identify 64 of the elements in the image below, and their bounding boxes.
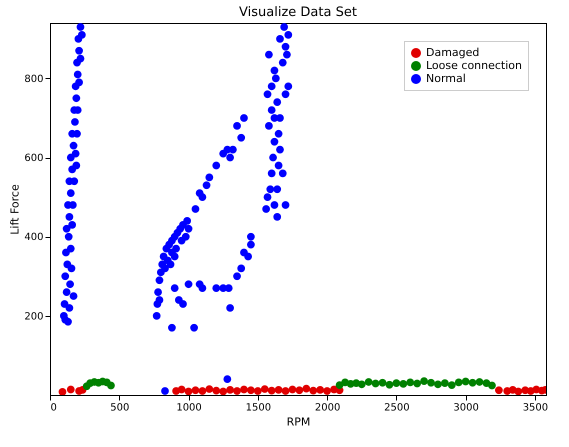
- point: [420, 377, 428, 386]
- y-tick-label: 800: [24, 74, 44, 85]
- point: [178, 386, 186, 394]
- point: [219, 388, 228, 395]
- x-axis-title: RPM: [286, 416, 310, 428]
- point: [427, 378, 435, 387]
- point: [462, 378, 470, 386]
- point: [309, 386, 318, 395]
- point: [386, 380, 394, 389]
- x-tick-label: 3500: [522, 402, 548, 414]
- y-tick-label: 400: [24, 232, 44, 244]
- point: [476, 378, 484, 386]
- point: [233, 387, 241, 395]
- point: [66, 386, 75, 394]
- point: [254, 387, 262, 395]
- x-tick-label: 1000: [176, 402, 202, 414]
- point: [495, 386, 503, 394]
- point: [184, 388, 192, 395]
- point: [399, 380, 408, 388]
- legend-label: Loose connection: [426, 59, 522, 72]
- point: [323, 387, 331, 395]
- point: [468, 378, 476, 387]
- legend-label: Damaged: [426, 46, 480, 59]
- point: [282, 387, 290, 395]
- y-tick-label: 200: [24, 311, 44, 322]
- point: [488, 382, 496, 390]
- point: [364, 378, 373, 386]
- point: [274, 386, 282, 394]
- point: [226, 386, 234, 394]
- point: [212, 386, 220, 395]
- x-tick-label: 1500: [246, 402, 272, 414]
- point: [358, 380, 366, 388]
- point: [58, 388, 66, 395]
- point: [247, 386, 255, 394]
- point: [205, 385, 214, 393]
- y-axis-title: Lift Force: [8, 184, 22, 235]
- point: [192, 386, 200, 394]
- chart-title: Visualize Data Set: [239, 5, 357, 20]
- point: [296, 386, 304, 394]
- x-tick-label: 500: [110, 402, 130, 414]
- legend-label: Normal: [426, 72, 466, 85]
- y-tick-label: 600: [24, 153, 44, 164]
- point: [268, 386, 276, 395]
- point: [372, 380, 380, 388]
- point: [392, 379, 400, 387]
- x-tick-label: 2000: [314, 402, 340, 414]
- point: [198, 387, 206, 395]
- point: [454, 378, 463, 386]
- x-tick-label: 0: [50, 402, 57, 414]
- x-tick-label: 3000: [453, 402, 479, 414]
- point: [107, 382, 115, 390]
- point: [316, 386, 324, 394]
- point: [406, 378, 414, 386]
- point: [260, 385, 269, 393]
- point: [302, 384, 310, 393]
- point: [378, 378, 386, 387]
- point: [288, 386, 296, 394]
- point: [448, 381, 456, 389]
- point: [514, 388, 522, 395]
- x-tick-label: 2500: [384, 402, 410, 414]
- point: [434, 380, 442, 388]
- point: [240, 386, 248, 394]
- point: [440, 379, 449, 387]
- point: [413, 380, 422, 388]
